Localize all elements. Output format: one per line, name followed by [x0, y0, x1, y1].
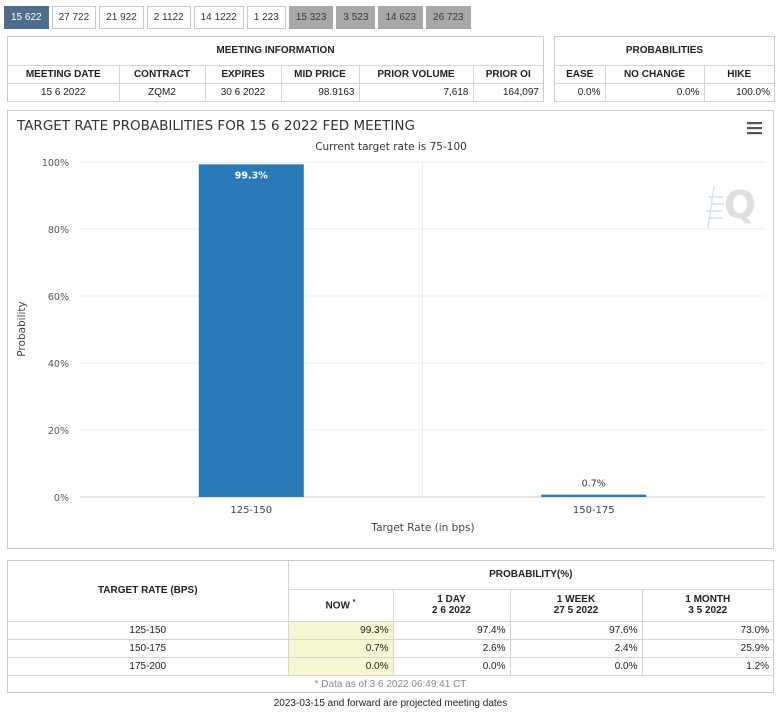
- rate-cell: 175-200: [8, 656, 289, 676]
- no-change-header: NO CHANGE: [605, 65, 705, 84]
- now-cell: 0.7%: [287, 638, 394, 658]
- tab-2-1122[interactable]: 2 1122: [146, 6, 191, 29]
- data-timestamp-note: * Data as of 3 6 2022 06:49:41 CT: [8, 674, 774, 693]
- tab-15-323[interactable]: 15 323: [288, 6, 334, 29]
- hamburger-menu-icon[interactable]: [747, 122, 762, 135]
- hike-header: HIKE: [704, 65, 774, 84]
- probability-history-table: TARGET RATE (BPS) PROBABILITY(%) NOW * 1…: [8, 561, 774, 693]
- meeting-date-tabs: 15 622 27 722 21 922 2 1122 14 1222 1 22…: [4, 6, 471, 29]
- hike-value: 100.0%: [704, 83, 774, 102]
- mid-price-header: MID PRICE: [281, 65, 360, 84]
- y-tick-label: 60%: [48, 292, 69, 303]
- col-1-day-header: 1 DAY 2 6 2022: [392, 588, 511, 622]
- tab-14-1222[interactable]: 14 1222: [193, 6, 244, 29]
- one-week-cell: 97.6%: [509, 620, 643, 640]
- target-rate-header: TARGET RATE (BPS): [8, 561, 289, 622]
- contract-value: ZQM2: [119, 83, 206, 102]
- y-tick-label: 0%: [54, 493, 69, 504]
- mid-price-value: 98.9163: [281, 83, 360, 102]
- chart-subtitle: Current target rate is 75-100: [315, 141, 467, 153]
- prior-oi-value: 164,097: [473, 83, 543, 102]
- one-month-cell: 1.2%: [641, 656, 774, 676]
- projected-dates-note: 2023-03-15 and forward are projected mee…: [273, 698, 508, 709]
- one-day-cell: 2.6%: [392, 638, 511, 658]
- quikstrike-watermark-icon: Q: [706, 183, 756, 229]
- y-tick-label: 20%: [48, 426, 69, 437]
- table-row: 150-175 0.7% 2.6% 2.4% 25.9%: [8, 638, 774, 658]
- col-now-header: NOW *: [287, 588, 394, 622]
- probability-header: PROBABILITY(%): [287, 561, 774, 590]
- chart-panel: TARGET RATE PROBABILITIES FOR 15 6 2022 …: [7, 110, 774, 549]
- meeting-information-panel: MEETING INFORMATION MEETING DATE CONTRAC…: [7, 36, 544, 102]
- meeting-date-header: MEETING DATE: [8, 65, 120, 84]
- x-tick-label: 150-175: [573, 505, 615, 516]
- data-label-125-150: 99.3%: [235, 170, 268, 181]
- probabilities-panel: PROBABILITIES EASE NO CHANGE HIKE 0.0% 0…: [554, 36, 775, 102]
- ease-header: EASE: [555, 65, 606, 84]
- tab-14-623[interactable]: 14 623: [378, 6, 424, 29]
- rate-cell: 125-150: [8, 620, 289, 640]
- one-month-cell: 73.0%: [641, 620, 774, 640]
- probability-history-panel: TARGET RATE (BPS) PROBABILITY(%) NOW * 1…: [7, 560, 774, 693]
- tab-27-722[interactable]: 27 722: [51, 6, 97, 29]
- data-label-150-175: 0.7%: [582, 479, 606, 490]
- contract-header: CONTRACT: [119, 65, 206, 84]
- prior-oi-header: PRIOR OI: [473, 65, 543, 84]
- table-row: 175-200 0.0% 0.0% 0.0% 1.2%: [8, 656, 774, 676]
- probabilities-title: PROBABILITIES: [625, 45, 704, 56]
- one-day-cell: 0.0%: [392, 656, 511, 676]
- col-1-week-header: 1 WEEK 27 5 2022: [509, 588, 643, 622]
- expires-value: 30 6 2022: [205, 83, 282, 102]
- tab-21-922[interactable]: 21 922: [99, 6, 144, 29]
- y-axis-label: Probability: [16, 301, 28, 357]
- tab-3-523[interactable]: 3 523: [336, 6, 376, 29]
- one-week-cell: 0.0%: [509, 656, 643, 676]
- now-cell: 99.3%: [287, 620, 394, 640]
- one-month-cell: 25.9%: [641, 638, 774, 658]
- probability-chart: TARGET RATE PROBABILITIES FOR 15 6 2022 …: [16, 118, 765, 534]
- tab-1-223[interactable]: 1 223: [246, 6, 286, 29]
- svg-text:Q: Q: [724, 183, 756, 227]
- one-week-cell: 2.4%: [509, 638, 643, 658]
- x-axis-label: Target Rate (in bps): [370, 522, 474, 534]
- prior-volume-value: 7,618: [359, 83, 474, 102]
- y-tick-label: 40%: [48, 359, 69, 370]
- meeting-date-value: 15 6 2022: [8, 83, 120, 102]
- x-tick-label: 125-150: [230, 505, 272, 516]
- tab-26-723[interactable]: 26 723: [426, 6, 471, 29]
- one-day-cell: 97.4%: [392, 620, 511, 640]
- bar-150-175[interactable]: [541, 494, 647, 497]
- prior-volume-header: PRIOR VOLUME: [359, 65, 474, 84]
- y-tick-label: 100%: [42, 158, 69, 169]
- no-change-value: 0.0%: [605, 83, 705, 102]
- bar-125-150[interactable]: [198, 164, 304, 497]
- col-1-month-header: 1 MONTH 3 5 2022: [641, 588, 774, 622]
- tab-15-622[interactable]: 15 622: [4, 6, 49, 29]
- ease-value: 0.0%: [555, 83, 606, 102]
- rate-cell: 150-175: [8, 638, 289, 658]
- meeting-information-title: MEETING INFORMATION: [216, 45, 335, 56]
- y-tick-label: 80%: [48, 225, 69, 236]
- now-cell: 0.0%: [287, 656, 394, 676]
- table-row: 125-150 99.3% 97.4% 97.6% 73.0%: [8, 620, 774, 640]
- expires-header: EXPIRES: [205, 65, 282, 84]
- chart-title: TARGET RATE PROBABILITIES FOR 15 6 2022 …: [16, 118, 415, 134]
